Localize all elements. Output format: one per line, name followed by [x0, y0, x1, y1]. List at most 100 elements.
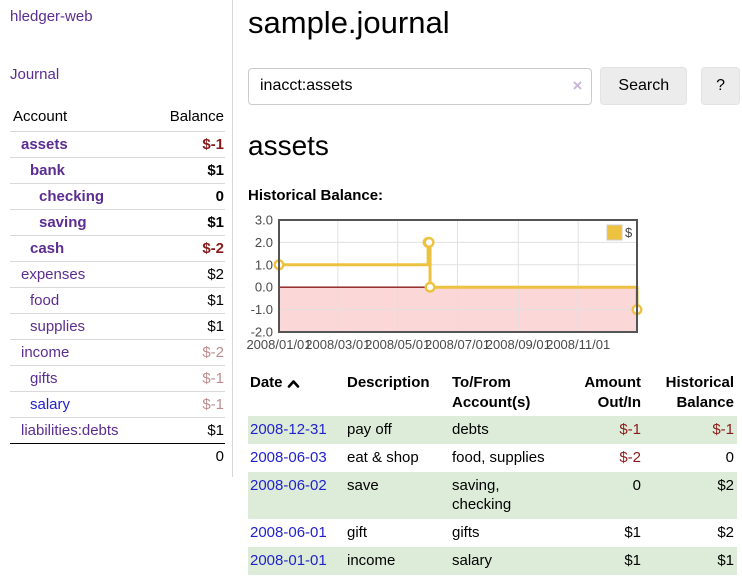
transaction-row: 2008-06-01 gift gifts $1 $2	[248, 519, 737, 547]
transaction-accounts: gifts	[452, 524, 480, 541]
chart-heading: Historical Balance:	[248, 187, 384, 204]
sidebar-account-link[interactable]: checking	[39, 188, 105, 205]
account-balance: $-1	[150, 131, 225, 158]
sidebar-account-link[interactable]: salary	[30, 396, 71, 413]
search-help-button[interactable]: ?	[701, 67, 740, 105]
transaction-balance: $2	[717, 524, 734, 541]
page-title: sample.journal	[248, 5, 450, 40]
sidebar-account-link[interactable]: saving	[39, 214, 87, 231]
register-header-row: Date Description To/From Account(s) Amou…	[248, 370, 737, 416]
account-balance: $2	[150, 261, 225, 288]
transaction-description: pay off	[347, 421, 392, 438]
y-axis-tick-label: 3.0	[255, 213, 273, 228]
account-row: saving $1	[10, 209, 225, 236]
account-row: salary $-1	[10, 391, 225, 418]
account-row: bank $1	[10, 157, 225, 184]
sidebar-account-link[interactable]: income	[21, 344, 70, 361]
sidebar-account-link[interactable]: expenses	[21, 266, 86, 283]
account-balance: $1	[150, 313, 225, 340]
transaction-date-link[interactable]: 2008-01-01	[250, 552, 327, 569]
transaction-description: save	[347, 477, 379, 494]
data-point-marker	[423, 236, 435, 248]
account-balance: $-1	[150, 365, 225, 392]
search-button[interactable]: Search	[600, 67, 688, 105]
account-balance: $1	[150, 157, 225, 184]
balance-column-header: Balance	[169, 108, 224, 125]
transaction-accounts: debts	[452, 421, 489, 438]
amount-column-header: Amount Out/In	[584, 374, 641, 411]
transaction-balance: $1	[717, 552, 734, 569]
x-axis-tick-label: 2008/01/01	[246, 337, 311, 352]
y-axis-tick-label: -1.0	[251, 302, 273, 317]
sidebar-account-link[interactable]: bank	[30, 162, 66, 179]
sidebar-account-link[interactable]: food	[30, 292, 60, 309]
sidebar-item-journal[interactable]: Journal	[10, 66, 60, 83]
plot-border	[278, 219, 638, 333]
data-point-marker	[424, 281, 436, 293]
historical-balance-chart: 3.0 2.0 1.0 0.0 -1.0 -2.0 2008/01/01 2008/03/01…	[246, 213, 740, 355]
legend-swatch	[606, 224, 623, 241]
transaction-row: 2008-01-01 income salary $1 $1	[248, 547, 737, 575]
account-row: expenses $2	[10, 261, 225, 288]
search-form: × Search ?	[248, 67, 740, 105]
account-balance: $-1	[150, 391, 225, 418]
transaction-amount: $1	[624, 552, 641, 569]
account-column-header: Account	[13, 108, 68, 125]
account-row: liabilities:debts $1	[10, 417, 225, 444]
y-axis-tick-label: 1.0	[255, 257, 273, 272]
x-axis-tick-label: 2008/09/01	[486, 337, 551, 352]
y-axis-tick-label: 0.0	[255, 280, 273, 295]
sidebar-account-link[interactable]: gifts	[30, 370, 58, 387]
transaction-balance: 0	[725, 449, 734, 466]
account-balance: $1	[150, 287, 225, 314]
account-row: gifts $-1	[10, 365, 225, 392]
legend-label: $	[625, 225, 633, 240]
transaction-balance: $2	[717, 477, 734, 494]
account-balance: $1	[150, 417, 225, 444]
accounts-total-value: 0	[150, 443, 225, 469]
search-input[interactable]	[248, 67, 593, 105]
account-row: supplies $1	[10, 313, 225, 340]
register-table: Date Description To/From Account(s) Amou…	[248, 370, 737, 575]
transaction-description: eat & shop	[347, 449, 419, 466]
clear-search-icon[interactable]: ×	[572, 75, 583, 95]
transaction-amount: $-2	[619, 449, 641, 466]
account-balance: 0	[150, 183, 225, 210]
transaction-amount: 0	[632, 477, 641, 494]
transaction-row: 2008-12-31 pay off debts $-1 $-1	[248, 416, 737, 444]
sidebar-account-link[interactable]: supplies	[30, 318, 86, 335]
app-brand-link[interactable]: hledger-web	[10, 8, 93, 25]
accounts-total-row: 0	[10, 443, 225, 469]
transaction-row: 2008-06-02 save saving, checking 0 $2	[248, 472, 737, 519]
account-row: income $-2	[10, 339, 225, 366]
sidebar-account-link[interactable]: cash	[30, 240, 65, 257]
transaction-date-link[interactable]: 2008-06-03	[250, 449, 327, 466]
account-title: assets	[248, 130, 329, 161]
y-axis-tick-label: 2.0	[255, 235, 273, 250]
transaction-accounts: food, supplies	[452, 449, 545, 466]
search-box: ×	[248, 67, 593, 105]
transaction-balance: $-1	[712, 421, 734, 438]
transaction-accounts: salary	[452, 552, 493, 569]
transaction-date-link[interactable]: 2008-12-31	[250, 421, 327, 438]
account-row: cash $-2	[10, 235, 225, 262]
transaction-amount: $1	[624, 524, 641, 541]
x-axis-tick-label: 2008/05/01	[365, 337, 430, 352]
x-axis-tick-label: 2008/07/01	[425, 337, 490, 352]
description-column-header: Description	[347, 374, 430, 391]
account-balance: $-2	[150, 235, 225, 262]
account-row: food $1	[10, 287, 225, 314]
main-content: sample.journal × Search ? assets Histori…	[233, 0, 742, 575]
accounts-column-header: To/From Account(s)	[452, 374, 531, 411]
transaction-date-link[interactable]: 2008-06-02	[250, 477, 327, 494]
date-column-header[interactable]: Date	[248, 370, 345, 416]
historical-balance-column-header: Historical Balance	[665, 374, 734, 411]
sidebar-account-link[interactable]: liabilities:debts	[21, 422, 119, 439]
account-balance: $-2	[150, 339, 225, 366]
transaction-date-link[interactable]: 2008-06-01	[250, 524, 327, 541]
transaction-amount: $-1	[619, 421, 641, 438]
sidebar-account-link[interactable]: assets	[21, 136, 68, 153]
sort-ascending-icon	[287, 375, 300, 392]
transaction-accounts: saving, checking	[452, 477, 512, 513]
accounts-table-header: Account Balance	[10, 104, 225, 132]
